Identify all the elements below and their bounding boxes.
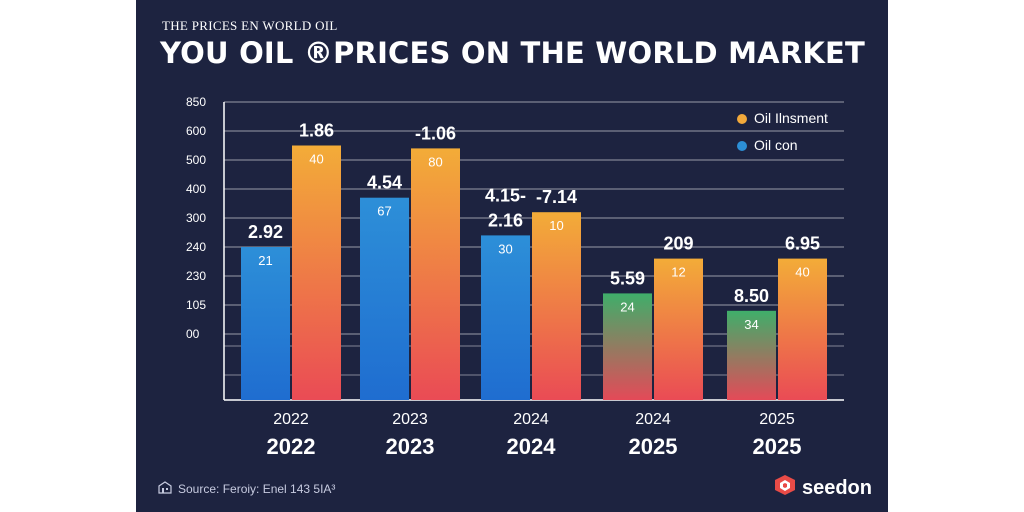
x-category-label: 2022 bbox=[273, 411, 309, 428]
x-category-label-bold: 2025 bbox=[629, 434, 678, 459]
source-note: Source: Feroiy: Enel 143 5IA³ bbox=[158, 480, 335, 497]
x-category-label: 2023 bbox=[392, 411, 428, 428]
bar bbox=[360, 197, 409, 400]
y-tick-label: 400 bbox=[186, 182, 206, 196]
y-tick-label: 230 bbox=[186, 269, 206, 283]
x-category-label: 2024 bbox=[513, 411, 549, 428]
bar bbox=[241, 247, 290, 400]
y-tick-label: 850 bbox=[186, 95, 206, 109]
y-tick-label: 300 bbox=[186, 211, 206, 225]
bar-value-label: 8.50 bbox=[734, 286, 769, 306]
y-tick-label: 600 bbox=[186, 124, 206, 138]
bar-data-label: 34 bbox=[744, 317, 758, 332]
bar-value-label: -1.06 bbox=[415, 123, 456, 143]
legend-marker bbox=[737, 114, 747, 124]
bar bbox=[411, 148, 460, 400]
legend-layer: Oil Ilnsment Oil con bbox=[737, 110, 828, 153]
source-text: Source: Feroiy: Enel 143 5IA³ bbox=[178, 481, 336, 496]
bar bbox=[778, 258, 827, 400]
legend-label: Oil Ilnsment bbox=[754, 110, 828, 126]
bar-data-label: 12 bbox=[671, 265, 685, 280]
bar-data-label: 67 bbox=[377, 204, 391, 219]
legend-label: Oil con bbox=[754, 137, 798, 153]
bar-value-label: 1.86 bbox=[299, 121, 334, 141]
y-tick-label: 00 bbox=[186, 327, 200, 341]
brand-logo: seedon bbox=[774, 474, 872, 502]
bar-value-label: -7.14 bbox=[536, 187, 577, 207]
label-layer: 21 2.92 40 1.86 2022 2022 67 4.54 80 -1.06 2023 202… bbox=[248, 121, 820, 460]
bar bbox=[532, 212, 581, 400]
brand-name: seedon bbox=[801, 476, 872, 499]
chart-subtitle: THE PRICES EN WORLD OIL bbox=[162, 18, 338, 33]
bar-value-label: 4.54 bbox=[367, 173, 402, 193]
bar-value-label: 5.59 bbox=[610, 268, 645, 288]
bar bbox=[727, 310, 776, 400]
bar-data-label: 24 bbox=[620, 299, 634, 314]
x-category-label-bold: 2025 bbox=[753, 434, 802, 459]
bar-value-label: 2.92 bbox=[248, 222, 283, 242]
bar-data-label: 80 bbox=[428, 154, 442, 169]
cube-logo-icon bbox=[774, 474, 796, 502]
annotation-label: 4.15- bbox=[485, 185, 526, 205]
bar-data-label: 30 bbox=[498, 241, 512, 256]
x-category-label-bold: 2022 bbox=[267, 434, 316, 459]
x-category-label-bold: 2023 bbox=[386, 434, 435, 459]
bar-data-label: 10 bbox=[549, 218, 563, 233]
bar-data-label: 40 bbox=[795, 265, 809, 280]
legend-marker bbox=[737, 141, 747, 151]
bar-data-label: 21 bbox=[258, 253, 272, 268]
x-category-label: 2024 bbox=[635, 411, 671, 428]
bar bbox=[481, 235, 530, 400]
bar-value-label: 2.16 bbox=[488, 210, 523, 230]
x-category-label-bold: 2024 bbox=[507, 434, 557, 459]
chart-title: YOU OIL ®PRICES ON THE WORLD MARKET bbox=[160, 36, 866, 70]
building-icon bbox=[158, 480, 172, 497]
bar-data-label: 40 bbox=[309, 152, 323, 167]
y-tick-label: 500 bbox=[186, 153, 206, 167]
y-tick-label: 105 bbox=[186, 298, 206, 312]
bar bbox=[603, 293, 652, 400]
chart-panel: THE PRICES EN WORLD OIL YOU OIL ®PRICES … bbox=[136, 0, 888, 512]
y-tick-label: 240 bbox=[186, 240, 206, 254]
bar-value-label: 209 bbox=[663, 234, 693, 254]
bar bbox=[292, 145, 341, 400]
x-category-label: 2025 bbox=[759, 411, 795, 428]
bar bbox=[654, 258, 703, 400]
bar-layer bbox=[241, 145, 827, 400]
bar-value-label: 6.95 bbox=[785, 234, 820, 254]
